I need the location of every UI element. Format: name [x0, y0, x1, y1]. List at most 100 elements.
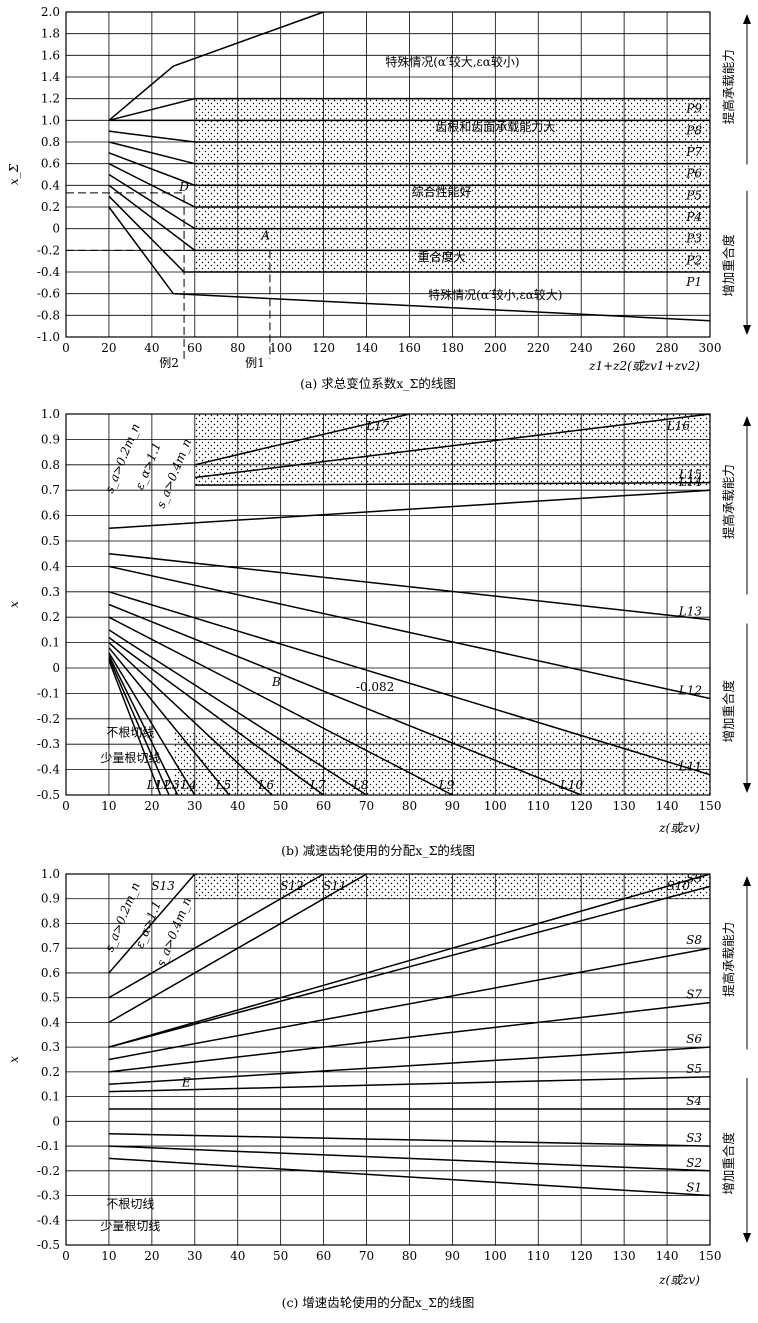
y-tick-label: 0	[52, 1114, 60, 1128]
series-line-S12	[108, 873, 324, 999]
x-tick-label: 200	[484, 341, 507, 355]
x-tick-label: 0	[62, 341, 70, 355]
y-tick-label: 2.0	[41, 5, 60, 19]
side-arrow-up-head	[743, 14, 751, 24]
x-tick-label: 0	[62, 799, 70, 813]
series-label-L10: L10	[559, 778, 584, 792]
series-label-S1: S1	[686, 1181, 702, 1195]
series-label-L15: L15	[678, 468, 702, 482]
x-tick-label: 280	[656, 341, 679, 355]
series-label-L9: L9	[438, 778, 455, 792]
side-note-bottom: 增加重合度	[721, 234, 736, 297]
x-tick-label: 100	[484, 1249, 507, 1263]
annotation: E	[181, 1076, 191, 1090]
series-label-P8: P8	[685, 123, 702, 137]
annotation: -0.082	[356, 680, 394, 694]
x-tick-label: 100	[269, 341, 292, 355]
y-tick-label: 0.8	[41, 916, 60, 930]
chart-caption: (a) 求总变位系数x_Σ的线图	[300, 376, 456, 391]
x-axis-label: z(或zv)	[658, 1273, 700, 1287]
x-tick-label: 120	[312, 341, 335, 355]
x-tick-label: 10	[101, 799, 116, 813]
series-label-S5: S5	[686, 1062, 702, 1076]
series-label-P5: P5	[685, 188, 702, 202]
y-tick-label: 0.6	[41, 157, 60, 171]
x-tick-label: 60	[316, 799, 331, 813]
x-tick-label: 70	[359, 1249, 374, 1263]
limit-label: ε_α>1.1	[132, 899, 164, 950]
y-tick-label: 0	[52, 222, 60, 236]
series-label-L17: L17	[365, 419, 390, 433]
x-tick-label: 30	[187, 799, 202, 813]
chart-a	[65, 11, 751, 359]
y-axis-label: x	[7, 1056, 21, 1063]
series-line-L1	[108, 660, 162, 796]
x-tick-label: 140	[656, 1249, 679, 1263]
x-tick-label: 240	[570, 341, 593, 355]
y-tick-label: -0.5	[37, 1238, 60, 1252]
y-tick-label: -0.6	[37, 287, 60, 301]
series-label-L8: L8	[352, 778, 369, 792]
annotation: 齿根和齿面承载能力大	[435, 120, 555, 134]
x-tick-label: 90	[445, 1249, 460, 1263]
y-tick-label: 0.5	[41, 991, 60, 1005]
series-line-S1	[108, 1157, 711, 1197]
y-tick-label: -1.0	[37, 330, 60, 344]
y-tick-label: 1.6	[41, 48, 60, 62]
series-label-P6: P6	[685, 167, 702, 181]
x-tick-label: 30	[187, 1249, 202, 1263]
series-line-S5	[108, 1076, 711, 1093]
x-tick-label: 120	[570, 1249, 593, 1263]
series-label-S7: S7	[686, 988, 702, 1002]
series-line-S8	[108, 947, 711, 1061]
y-tick-label: -0.4	[37, 1213, 61, 1227]
series-line-P7	[108, 130, 710, 143]
y-tick-label: 0	[52, 661, 60, 675]
series-label-L5: L5	[215, 778, 232, 792]
side-arrow-up-head	[743, 876, 751, 886]
y-tick-label: -0.4	[37, 265, 61, 279]
chart-c	[65, 873, 751, 1246]
side-arrow-up-head	[743, 416, 751, 426]
side-note-top: 提高承载能力	[721, 922, 736, 997]
side-arrow-down-head	[743, 783, 751, 793]
annotation: 特殊情况(α′较小,εα较大)	[428, 287, 562, 302]
series-line-L12	[108, 565, 711, 700]
x-tick-label: 130	[613, 799, 636, 813]
series-label-L14: L14	[678, 475, 702, 489]
series-label-S9: S9	[686, 871, 702, 885]
x-tick-label: 90	[445, 799, 460, 813]
x-tick-label: 120	[570, 799, 593, 813]
series-line-L9	[108, 616, 453, 796]
side-note-bottom: 增加重合度	[721, 679, 736, 742]
series-label-S8: S8	[686, 933, 702, 947]
y-tick-label: 1.0	[41, 407, 60, 421]
series-line-S6	[108, 1046, 711, 1085]
series-line-P6	[108, 141, 710, 165]
y-tick-label: 1.2	[41, 92, 60, 106]
series-label-S2: S2	[686, 1156, 702, 1170]
x-tick-label: 110	[527, 799, 550, 813]
plot-frame	[65, 11, 711, 338]
x-tick-label: 20	[101, 341, 116, 355]
series-line-L16	[194, 413, 711, 479]
x-tick-label: 20	[144, 1249, 159, 1263]
y-tick-label: -0.8	[37, 308, 60, 322]
x-tick-label: 100	[484, 799, 507, 813]
y-tick-label: 1.8	[41, 27, 60, 41]
series-line-L14	[108, 489, 711, 530]
x-tick-label: 0	[62, 1249, 70, 1263]
annotation: 特殊情况(α′较大,εα较小)	[385, 54, 519, 69]
annotation: 少量根切线	[100, 1219, 160, 1233]
chart-caption: (c) 增速齿轮使用的分配x_Σ的线图	[282, 1295, 475, 1310]
chart-b	[65, 413, 751, 796]
x-tick-label: 150	[699, 1249, 722, 1263]
x-axis-label: z(或zv)	[658, 821, 700, 835]
series-line-L8	[108, 629, 367, 796]
side-note-top: 提高承载能力	[721, 464, 736, 539]
y-tick-label: 0.3	[41, 1040, 60, 1054]
chart-caption: (b) 减速齿轮使用的分配x_Σ的线图	[281, 843, 475, 858]
series-label-S13: S13	[151, 879, 175, 893]
series-label-P9: P9	[685, 102, 702, 116]
